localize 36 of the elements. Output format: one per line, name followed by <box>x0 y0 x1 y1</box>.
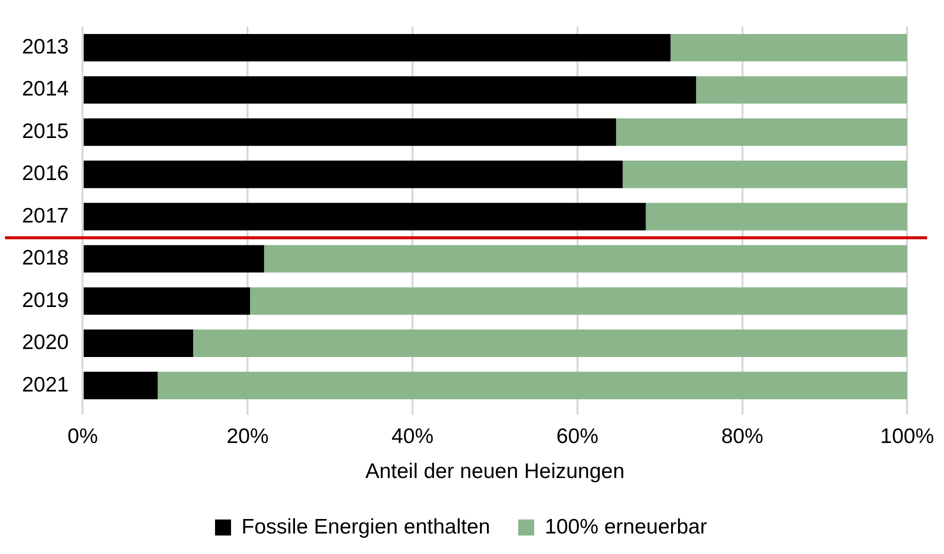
bar <box>84 160 623 188</box>
bar <box>616 118 908 146</box>
bar <box>250 287 908 315</box>
bar <box>84 34 671 62</box>
y-tick-label: 2017 <box>22 204 69 228</box>
bar <box>670 34 908 62</box>
bar <box>264 245 908 273</box>
legend-label: 100% erneuerbar <box>544 515 707 538</box>
bar <box>84 118 616 146</box>
y-tick-label: 2016 <box>22 162 69 186</box>
x-tick-label: 40% <box>391 424 434 448</box>
y-tick-label: 2015 <box>22 120 69 143</box>
x-tick-label: 60% <box>556 424 598 448</box>
y-tick-label: 2019 <box>22 288 69 312</box>
bar <box>696 76 908 104</box>
bar <box>622 160 908 188</box>
bar <box>84 330 194 357</box>
y-tick-label: 2014 <box>22 78 70 101</box>
y-tick-label: 2013 <box>22 36 69 59</box>
bar <box>84 287 250 315</box>
bar <box>84 202 646 230</box>
bar <box>84 245 264 273</box>
y-tick-label: 2018 <box>22 246 69 270</box>
bar <box>84 372 158 400</box>
bar <box>193 330 908 357</box>
legend-label: Fossile Energien enthalten <box>242 515 490 538</box>
bar <box>84 76 696 104</box>
x-tick-label: 0% <box>68 424 98 448</box>
y-tick-label: 2020 <box>22 331 69 354</box>
x-tick-label: 20% <box>226 424 269 448</box>
x-tick-label: 100% <box>880 424 934 448</box>
bar <box>646 202 908 230</box>
x-tick-label: 80% <box>721 424 764 448</box>
x-axis-title: Anteil der neuen Heizungen <box>365 460 625 484</box>
y-tick-label: 2021 <box>22 373 69 396</box>
bar <box>158 372 908 400</box>
